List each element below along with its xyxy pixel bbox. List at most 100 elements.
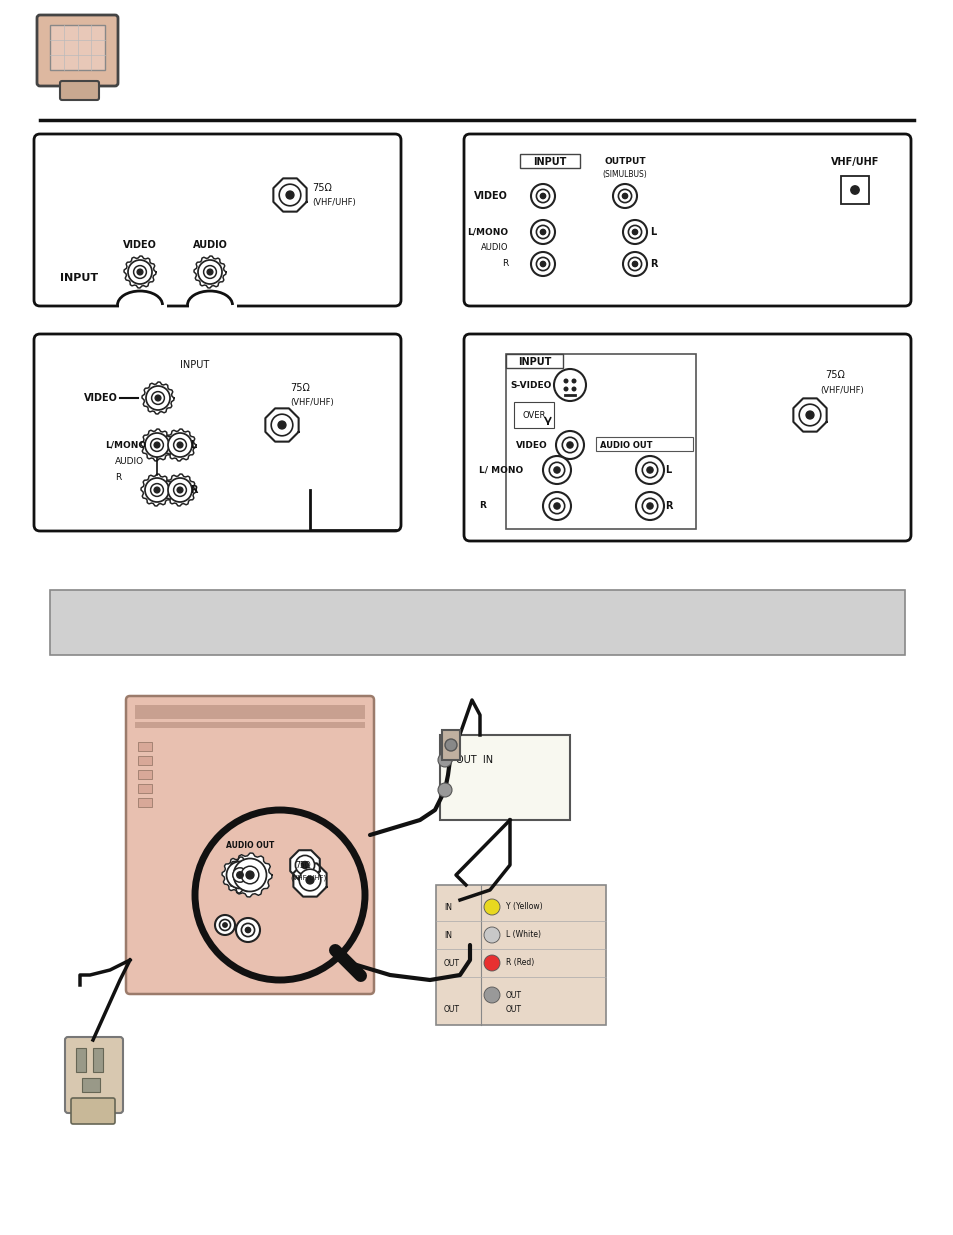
Circle shape	[536, 257, 549, 270]
Circle shape	[198, 261, 222, 284]
FancyBboxPatch shape	[65, 1037, 123, 1113]
Text: AUDIO: AUDIO	[115, 457, 144, 467]
Text: VIDEO: VIDEO	[84, 393, 118, 403]
Circle shape	[613, 184, 637, 207]
Text: INPUT: INPUT	[180, 359, 210, 370]
Text: R: R	[664, 501, 672, 511]
Text: R (Red): R (Red)	[505, 958, 534, 967]
Circle shape	[536, 189, 549, 203]
Polygon shape	[222, 857, 257, 893]
Circle shape	[636, 456, 663, 484]
Circle shape	[286, 191, 294, 199]
Circle shape	[444, 739, 456, 751]
Circle shape	[563, 387, 568, 391]
Polygon shape	[228, 853, 272, 897]
Circle shape	[226, 862, 253, 888]
Text: INPUT: INPUT	[533, 157, 566, 167]
Circle shape	[277, 421, 286, 429]
Bar	[138, 742, 152, 751]
Bar	[439, 735, 569, 820]
Circle shape	[554, 369, 585, 401]
Polygon shape	[164, 429, 195, 461]
Circle shape	[223, 923, 227, 927]
Circle shape	[531, 252, 555, 275]
Bar	[92, 1049, 103, 1072]
Circle shape	[799, 404, 820, 426]
Text: (SIMULBUS): (SIMULBUS)	[602, 169, 647, 179]
Text: OUT  IN: OUT IN	[456, 755, 493, 764]
Circle shape	[539, 194, 545, 199]
Bar	[50, 25, 105, 70]
Circle shape	[245, 927, 251, 932]
Bar	[138, 769, 152, 779]
Text: L/MONO: L/MONO	[466, 227, 507, 236]
FancyBboxPatch shape	[34, 135, 400, 306]
Text: 75Ω: 75Ω	[290, 383, 310, 393]
Text: 75Ω: 75Ω	[824, 370, 844, 380]
Circle shape	[235, 918, 260, 942]
Circle shape	[214, 915, 234, 935]
Text: L: L	[649, 227, 656, 237]
Circle shape	[241, 866, 258, 884]
Circle shape	[246, 871, 253, 879]
Circle shape	[299, 869, 320, 890]
FancyBboxPatch shape	[463, 333, 910, 541]
Text: R: R	[501, 259, 507, 268]
Circle shape	[531, 220, 555, 245]
Text: OUT: OUT	[443, 1005, 459, 1014]
Circle shape	[154, 487, 160, 493]
Circle shape	[549, 498, 564, 514]
Circle shape	[483, 987, 499, 1003]
Polygon shape	[310, 490, 395, 530]
Circle shape	[145, 433, 169, 457]
Polygon shape	[193, 256, 226, 288]
Text: VHF/UHF: VHF/UHF	[830, 157, 879, 167]
Text: L/MONO: L/MONO	[105, 441, 146, 450]
Text: OVER: OVER	[521, 410, 545, 420]
Text: VIDEO: VIDEO	[474, 191, 507, 201]
Text: VIDEO: VIDEO	[123, 240, 157, 249]
Bar	[505, 354, 562, 368]
Text: 75Ω: 75Ω	[294, 861, 311, 869]
Polygon shape	[141, 429, 172, 461]
Circle shape	[561, 437, 578, 453]
Circle shape	[622, 252, 646, 275]
Text: L: L	[664, 466, 671, 475]
Text: R: R	[649, 259, 657, 269]
Text: INPUT: INPUT	[517, 357, 551, 367]
Circle shape	[241, 924, 254, 936]
Text: S-VIDEO: S-VIDEO	[510, 380, 551, 389]
FancyBboxPatch shape	[463, 135, 910, 306]
Text: OUT: OUT	[505, 990, 521, 999]
Circle shape	[622, 220, 646, 245]
Polygon shape	[290, 850, 319, 879]
FancyBboxPatch shape	[60, 82, 99, 100]
Bar	[189, 300, 236, 308]
Bar	[596, 437, 692, 451]
Polygon shape	[265, 409, 298, 442]
Text: L: L	[190, 440, 196, 450]
Circle shape	[636, 492, 663, 520]
Text: L (White): L (White)	[505, 930, 540, 940]
Bar	[841, 177, 868, 204]
Circle shape	[483, 899, 499, 915]
Circle shape	[146, 387, 170, 410]
Text: VIDEO: VIDEO	[516, 441, 547, 450]
Text: IN: IN	[443, 903, 452, 911]
Circle shape	[133, 266, 146, 278]
Circle shape	[539, 230, 545, 235]
Text: AUDIO: AUDIO	[480, 243, 507, 252]
Polygon shape	[164, 474, 195, 506]
Bar	[135, 705, 365, 719]
Circle shape	[549, 462, 564, 478]
FancyBboxPatch shape	[34, 333, 400, 531]
Text: IN: IN	[443, 930, 452, 940]
Circle shape	[137, 269, 143, 275]
Circle shape	[177, 442, 183, 448]
Circle shape	[566, 442, 573, 448]
Circle shape	[563, 378, 568, 384]
Circle shape	[233, 858, 266, 892]
Circle shape	[279, 184, 300, 206]
Circle shape	[556, 431, 583, 459]
Circle shape	[850, 185, 859, 194]
